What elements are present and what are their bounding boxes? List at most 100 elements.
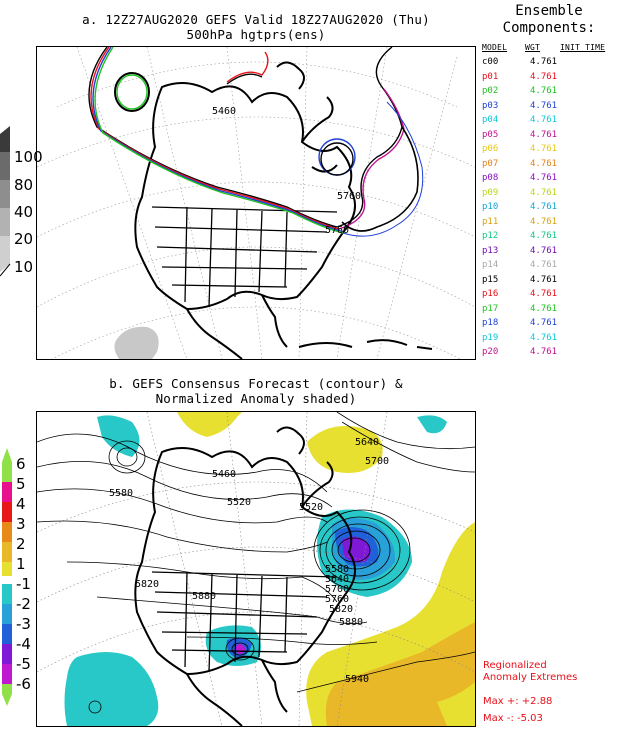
anomaly-legend-label: 6: [16, 455, 26, 473]
component-weight: 4.761: [530, 57, 558, 67]
contour-label: 5880: [192, 591, 216, 602]
component-model: p15: [482, 274, 499, 285]
contour-label: 5640: [325, 574, 349, 585]
anomaly-legend: [2, 448, 12, 706]
component-weight: 4.761: [530, 318, 558, 328]
component-model: p13: [482, 245, 499, 256]
state-borders: [151, 571, 338, 673]
component-row: p16 4.761: [482, 287, 612, 302]
panel-b-title: b. GEFS Consensus Forecast (contour) &: [109, 376, 403, 391]
anomaly-legend-label: -2: [16, 595, 31, 613]
component-model: p05: [482, 129, 499, 140]
anomaly-legend-label: -6: [16, 675, 31, 693]
component-row: p11 4.761: [482, 215, 612, 230]
panel-a-map-svg: 5460 5760 5760: [37, 47, 475, 359]
component-weight: 4.761: [530, 216, 558, 227]
component-weight: 4.761: [530, 274, 558, 285]
component-weight: 4.761: [530, 129, 558, 140]
component-model: p10: [482, 202, 499, 212]
coastlines: [134, 426, 356, 726]
component-row: p07 4.761: [482, 157, 612, 172]
anomaly-legend-label: -1: [16, 575, 31, 593]
component-weight: 4.761: [530, 202, 558, 212]
component-model: p09: [482, 187, 499, 198]
components-list: c00 4.761 p01 4.761 p02 4.761 p03 4.761 p04 4.761…: [482, 55, 612, 360]
extremes-subtitle: Anomaly Extremes: [483, 672, 578, 683]
contour-label: 5820: [329, 604, 353, 615]
anomaly-legend-label: -4: [16, 635, 31, 653]
panel-a-subtitle: 500hPa hgtprs(ens): [186, 27, 326, 42]
spread-legend-label: 10: [14, 258, 34, 276]
component-weight: 4.761: [530, 245, 558, 256]
anomaly-legend-label: 5: [16, 475, 26, 493]
component-model: p14: [482, 260, 499, 270]
component-model: p03: [482, 100, 499, 111]
contour-label: 5940: [345, 674, 369, 685]
spaghetti-contours: [88, 47, 424, 237]
contour-label: 5520: [299, 502, 323, 513]
component-row: p19 4.761: [482, 331, 612, 346]
component-weight: 4.761: [530, 260, 558, 270]
components-header-init: INIT TIME: [560, 43, 606, 52]
component-model: p19: [482, 332, 499, 343]
spread-legend: [0, 126, 11, 277]
component-model: p01: [482, 71, 499, 82]
spread-legend-label: 40: [14, 203, 34, 221]
component-row: p13 4.761: [482, 244, 612, 259]
component-weight: 4.761: [530, 86, 558, 96]
component-weight: 4.761: [530, 303, 558, 314]
contour-label: 5580: [109, 488, 133, 499]
component-weight: 4.761: [530, 289, 558, 299]
contour-label: 5460: [212, 469, 236, 480]
anomaly-legend-label: 4: [16, 495, 26, 513]
contour-label: 5580: [325, 564, 349, 575]
component-model: p07: [482, 158, 499, 169]
component-weight: 4.761: [530, 332, 558, 343]
component-row: c00 4.761: [482, 55, 612, 70]
contour-label: 5760: [325, 225, 349, 236]
contour-label: 5760: [325, 594, 349, 605]
component-weight: 4.761: [530, 71, 558, 82]
panel-b-map-svg: 5640 5700 5460 5580 5520 5520 5580 5640 …: [37, 412, 475, 726]
component-model: p17: [482, 303, 499, 314]
component-row: p03 4.761: [482, 99, 612, 114]
component-model: p02: [482, 86, 499, 96]
extremes-max-positive: Max +: +2.88: [483, 696, 553, 707]
panel-a-title: a. 12Z27AUG2020 GEFS Valid 18Z27AUG2020 …: [82, 12, 430, 27]
components-header-wgt: WGT: [525, 43, 541, 52]
spread-legend-label: 20: [14, 230, 34, 248]
graticule: [37, 412, 475, 726]
islands: [298, 339, 433, 350]
component-row: p20 4.761: [482, 345, 612, 360]
component-row: p18 4.761: [482, 316, 612, 331]
contour-labels: 5640 5700 5460 5580 5520 5520 5580 5640 …: [109, 437, 389, 685]
component-row: p17 4.761: [482, 302, 612, 317]
component-model: p16: [482, 289, 499, 299]
component-row: p04 4.761: [482, 113, 612, 128]
component-row: p09 4.761: [482, 186, 612, 201]
component-row: p02 4.761: [482, 84, 612, 99]
component-model: p04: [482, 115, 499, 125]
component-row: p08 4.761: [482, 171, 612, 186]
anomaly-legend-label: 1: [16, 555, 26, 573]
anomaly-legend-label: 3: [16, 515, 26, 533]
component-weight: 4.761: [530, 100, 558, 111]
contour-label: 5820: [135, 579, 159, 590]
graticule: [37, 47, 475, 359]
component-model: c00: [482, 57, 499, 67]
anomaly-legend-label: 2: [16, 535, 26, 553]
height-contours: [37, 412, 475, 714]
extremes-max-negative: Max -: -5.03: [483, 713, 543, 724]
component-row: p05 4.761: [482, 128, 612, 143]
contour-label: 5880: [339, 617, 363, 628]
contour-label: 5700: [365, 456, 389, 467]
component-row: p06 4.761: [482, 142, 612, 157]
component-model: p08: [482, 173, 499, 183]
component-row: p15 4.761: [482, 273, 612, 288]
anomaly-legend-label: -5: [16, 655, 31, 673]
panel-b-subtitle: Normalized Anomaly shaded): [155, 391, 357, 406]
state-borders: [151, 206, 338, 308]
component-weight: 4.761: [530, 144, 558, 154]
component-model: p11: [482, 216, 499, 227]
panel-b-map: 5640 5700 5460 5580 5520 5520 5580 5640 …: [36, 411, 476, 727]
